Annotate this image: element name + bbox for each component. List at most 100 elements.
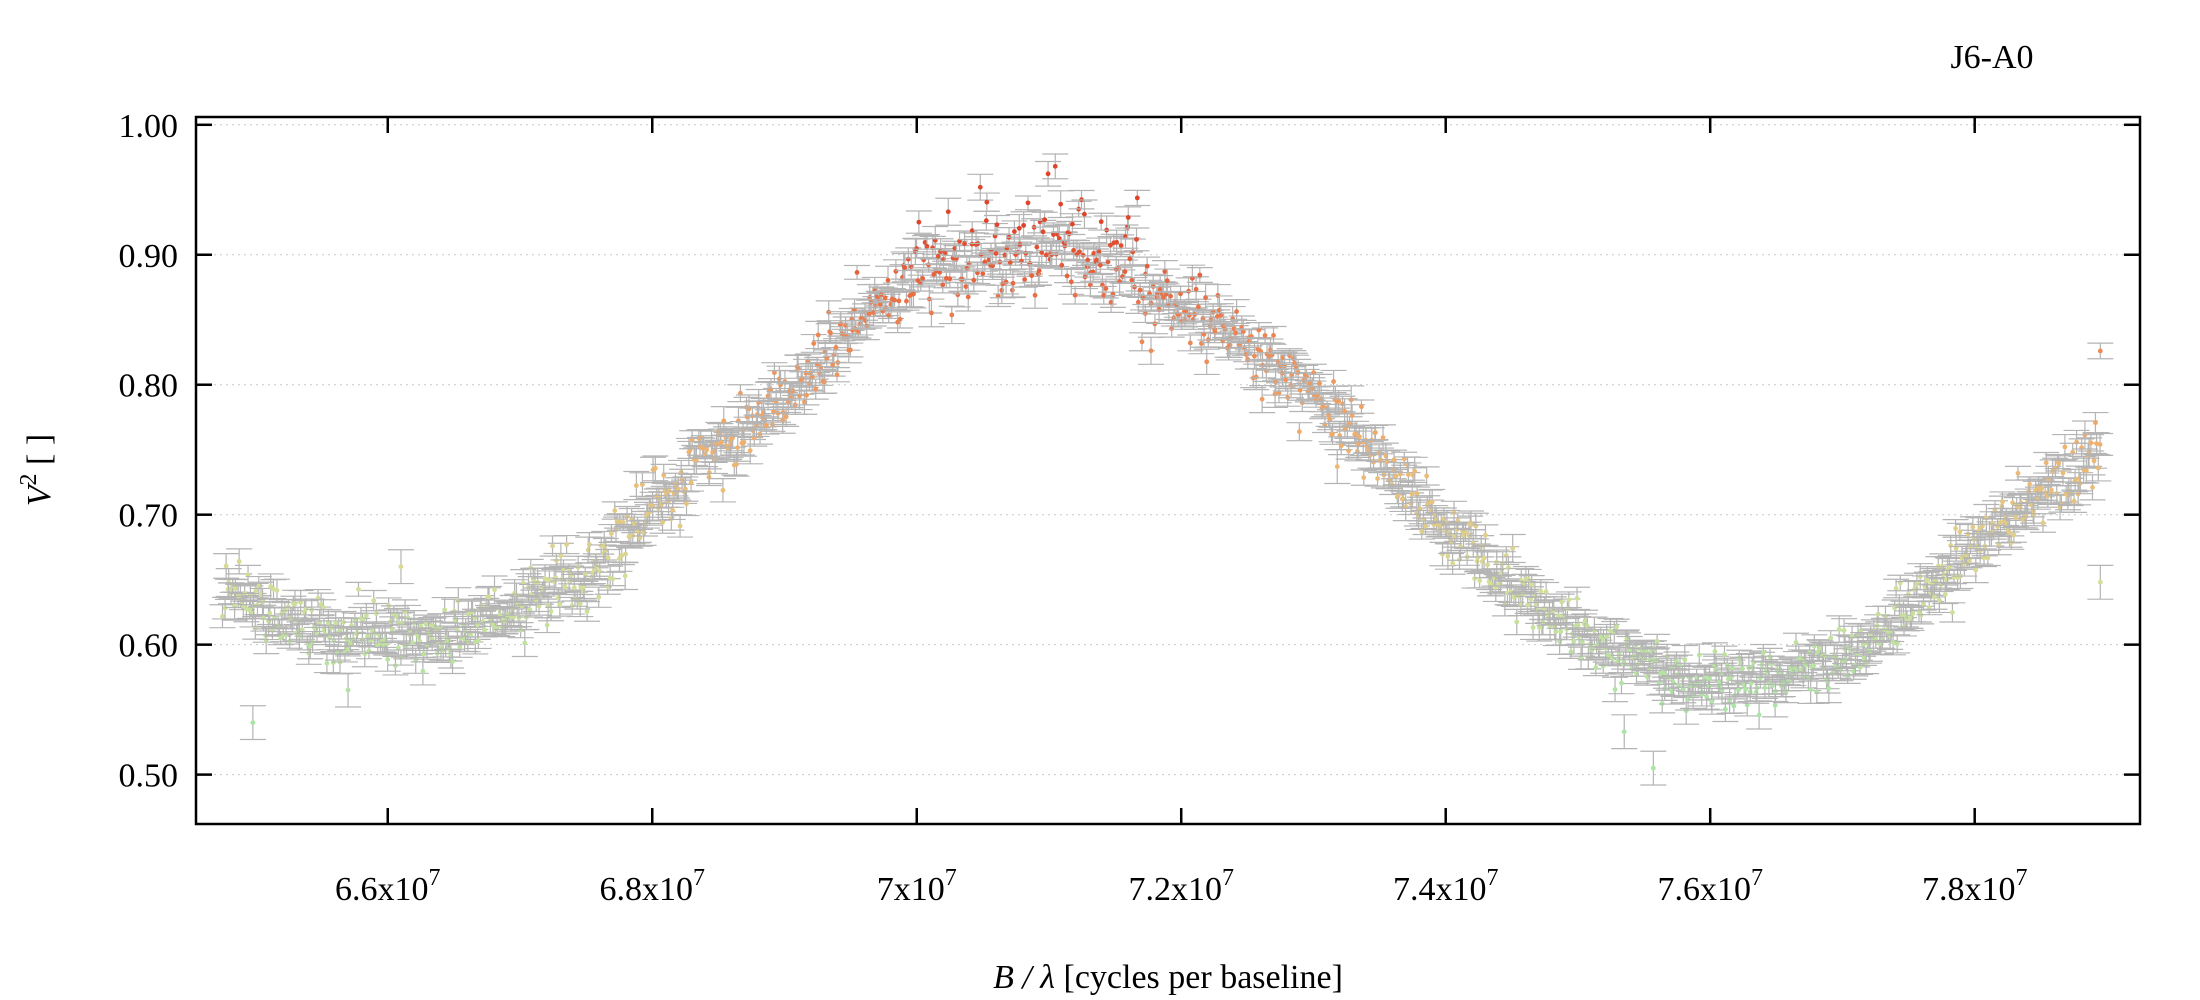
- data-point: [239, 705, 266, 741]
- x-tick-label: 7x107: [877, 865, 957, 908]
- data-point: [1249, 385, 1276, 414]
- data-point: [1014, 195, 1041, 211]
- data-point: [2082, 411, 2109, 434]
- data-point: [823, 367, 850, 383]
- data-point: [900, 279, 927, 309]
- data-point: [226, 548, 253, 575]
- data-point: [1123, 227, 1150, 252]
- axis-ticks: 0.500.600.700.800.901.006.6x107 6.8x107 7x…: [119, 108, 2140, 908]
- data-points: [209, 153, 2114, 786]
- data-point: [1602, 676, 1629, 703]
- data-point: [1932, 584, 1959, 605]
- data-point: [1018, 264, 1045, 288]
- data-point: [1147, 275, 1174, 304]
- data-point: [1815, 673, 1842, 704]
- data-point: [1245, 322, 1272, 339]
- data-point: [2051, 433, 2078, 460]
- data-point: [935, 197, 962, 226]
- data-point: [1223, 299, 1250, 325]
- data-point: [2030, 513, 2057, 533]
- data-point: [1011, 271, 1038, 288]
- data-point: [985, 284, 1012, 308]
- x-tick-label-exponent: 7: [693, 865, 705, 891]
- data-point: [1042, 153, 1069, 180]
- x-tick-label: 7.4x107: [1393, 865, 1499, 908]
- y-tick-label: 0.90: [119, 238, 179, 275]
- data-point: [672, 476, 699, 502]
- data-point: [553, 534, 580, 555]
- data-point: [2081, 452, 2108, 469]
- chart-title: J6-A0: [1950, 39, 2033, 76]
- data-point: [1006, 213, 1033, 243]
- y-axis-label: V2 [ ]: [16, 434, 58, 506]
- data-point: [1884, 634, 1911, 654]
- y-tick-label: 0.70: [119, 498, 179, 535]
- data-point: [1289, 393, 1316, 413]
- data-point: [884, 311, 911, 334]
- x-tick-label-exponent: 7: [1486, 865, 1498, 891]
- data-point: [1026, 255, 1053, 286]
- data-point: [2087, 564, 2114, 600]
- data-point: [1750, 643, 1777, 662]
- data-point: [1564, 586, 1591, 611]
- data-point: [938, 305, 965, 325]
- data-point: [1185, 298, 1212, 315]
- data-point: [837, 342, 864, 358]
- data-point: [1124, 189, 1151, 207]
- data-point: [1746, 700, 1773, 730]
- data-point: [1720, 698, 1747, 714]
- y-axis-label-unit: [ ]: [21, 434, 58, 474]
- y-tick-label: 0.80: [119, 368, 179, 405]
- data-point: [723, 452, 750, 477]
- data-point: [310, 599, 337, 616]
- data-point: [1883, 578, 1910, 599]
- data-point: [2087, 342, 2114, 360]
- data-point: [1439, 551, 1466, 575]
- data-point: [539, 535, 566, 557]
- data-point: [1151, 260, 1178, 283]
- data-point: [1495, 556, 1522, 580]
- data-point: [387, 549, 414, 585]
- data-point: [335, 672, 362, 708]
- data-point: [1499, 533, 1526, 564]
- data-point: [1191, 320, 1218, 348]
- data-point: [360, 589, 387, 612]
- data-point: [1320, 369, 1347, 394]
- data-point: [1035, 160, 1062, 187]
- data-point: [574, 600, 601, 622]
- data-point: [905, 210, 932, 234]
- data-point: [1611, 714, 1638, 750]
- data-point: [287, 589, 314, 616]
- data-point: [1472, 524, 1499, 546]
- data-point: [594, 578, 621, 595]
- x-tick-label-exponent: 7: [1751, 865, 1763, 891]
- data-point: [667, 514, 694, 538]
- data-point: [918, 298, 945, 328]
- data-point: [737, 436, 764, 465]
- x-tick-label-mantissa: 7x10: [877, 871, 945, 908]
- y-axis-label-superscript: 2: [16, 473, 42, 485]
- x-axis-label-unit: [cycles per baseline]: [1055, 959, 1343, 996]
- data-point: [1942, 518, 1969, 538]
- data-point: [305, 588, 332, 608]
- data-point: [1971, 548, 1998, 568]
- data-point: [1782, 632, 1809, 653]
- data-point: [598, 523, 625, 543]
- data-point: [1059, 213, 1086, 236]
- x-axis-label: B / λ [cycles per baseline]: [993, 959, 1343, 996]
- x-tick-label-mantissa: 7.6x10: [1657, 871, 1751, 908]
- grid-lines: [196, 124, 2140, 776]
- data-point: [1183, 276, 1210, 303]
- data-point: [983, 214, 1010, 235]
- data-point: [983, 242, 1010, 265]
- data-point: [683, 446, 710, 475]
- data-point: [2087, 432, 2114, 457]
- x-tick-label-mantissa: 7.2x10: [1128, 871, 1222, 908]
- data-point: [1831, 618, 1858, 643]
- data-point: [800, 333, 827, 353]
- data-point: [308, 592, 335, 617]
- x-tick-label-mantissa: 7.8x10: [1922, 871, 2016, 908]
- data-point: [1058, 268, 1085, 295]
- data-point: [1803, 680, 1830, 704]
- data-point: [1324, 449, 1351, 485]
